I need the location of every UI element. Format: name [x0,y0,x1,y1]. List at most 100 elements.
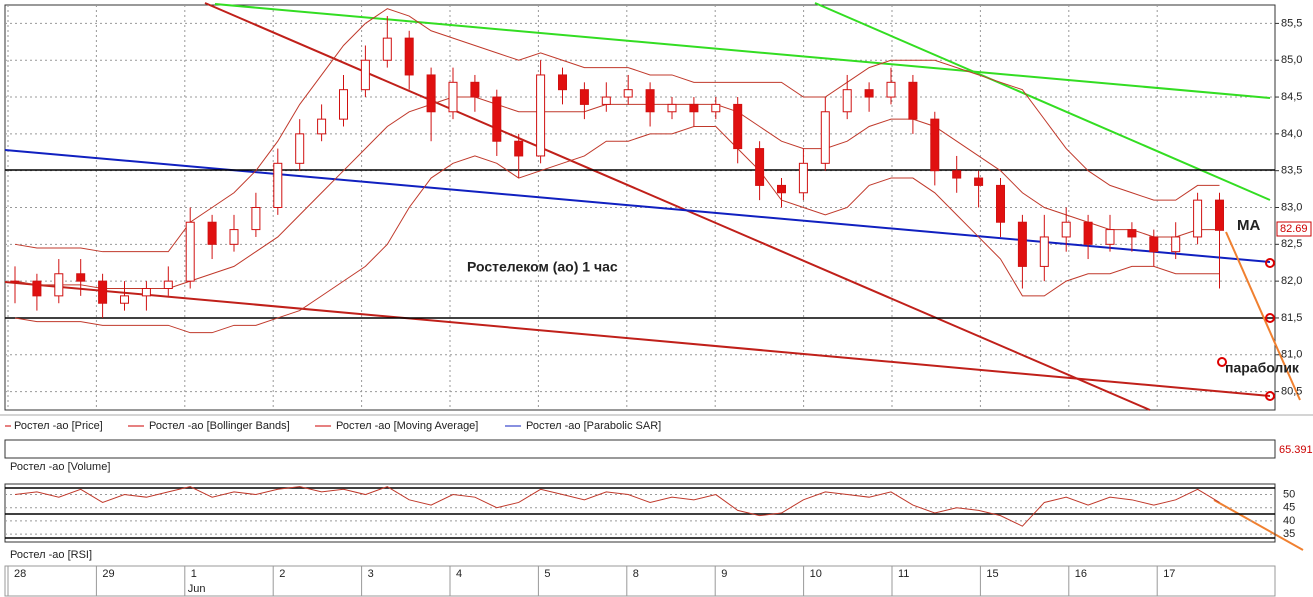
y-tick-label: 83,0 [1281,201,1302,213]
x-tick-label: 16 [1075,568,1087,580]
candle-body [295,133,305,164]
x-tick-label: 3 [368,568,374,580]
candle-body [536,74,546,157]
price-box [1276,221,1312,237]
candle-body [141,288,151,297]
candle-body [601,96,611,105]
y-tick-label: 85,5 [1281,17,1302,29]
candle-body [886,81,896,98]
x-tick-label: 2 [279,568,285,580]
rsi-tick-label: 40 [1283,515,1295,527]
volume-panel [4,439,1276,459]
rsi-panel [4,483,1276,543]
candle-body [492,96,502,142]
y-tick-label: 80,5 [1281,385,1302,397]
candle-body [864,89,874,98]
candle-body [930,118,940,172]
y-tick-label: 82,0 [1281,275,1302,287]
candle-body [1039,236,1049,267]
indicator-line [14,96,1220,289]
trend-line [214,3,1271,99]
rsi-tick-label: 35 [1283,528,1295,540]
candle-body [689,103,699,113]
candle-body [76,273,86,282]
candle-body [711,103,721,113]
candle-body [1215,199,1224,231]
y-tick-label: 83,5 [1281,165,1302,177]
legend-label: Ростел -ао [Bollinger Bands] [149,420,290,432]
trend-line [4,281,1271,397]
last-price: 82.69 [1280,223,1308,235]
annotation: параболик [1225,360,1300,376]
candle-body [733,103,743,150]
x-tick-label: 5 [544,568,550,580]
candle-body [251,207,261,231]
candle-body [1127,229,1137,238]
month-label: Jun [188,583,206,595]
x-tick-label: 9 [721,568,727,580]
candle-body [317,118,327,135]
legend-label: Ростел -ао [Moving Average] [336,420,478,432]
candle-body [339,89,348,120]
candle-body [1061,221,1071,238]
candle-body [185,221,195,282]
annotation: MA [1237,217,1260,234]
y-tick-label: 84,0 [1281,128,1302,140]
trend-line [814,2,1271,201]
indicator-line [14,126,1220,334]
candle-body [54,273,64,297]
legend-label: Ростел -ао [Parabolic SAR] [526,420,661,432]
x-tick-label: 11 [898,568,909,580]
trend-line [4,149,1271,263]
y-tick-label: 85,0 [1281,54,1302,66]
candle-body [1193,199,1203,238]
forecast-arrow [1213,499,1304,551]
candle-body [1083,221,1093,245]
x-tick-label: 1 [191,568,197,580]
date-axis [4,565,1276,597]
candle-body [974,177,984,186]
candle-body [777,184,786,194]
volume-value: 65.391 [1279,444,1313,456]
x-tick-label: 10 [810,568,822,580]
candle-body [1171,236,1181,253]
panel-title: Ростел -ао [RSI] [10,549,92,561]
candle-body [229,229,239,245]
candle-body [426,74,436,113]
candle-body [623,89,633,98]
legend-label: Ростел -ао [Price] [14,420,103,432]
candle-body [755,148,765,186]
rsi-tick-label: 45 [1283,502,1295,514]
candle-body [579,89,589,105]
x-tick-label: 28 [14,568,26,580]
candle-body [908,81,918,120]
marker [1265,258,1275,268]
title: Ростелеком (ао) 1 час [467,259,618,275]
candle-body [645,89,655,113]
candle-body [163,280,173,289]
candle-body [470,81,480,98]
candle-body [448,81,458,113]
forecast-arrow [1225,231,1301,401]
candle-body [120,295,129,304]
candle-body [98,280,108,304]
y-tick-label: 81,5 [1281,312,1302,324]
x-tick-label: 29 [102,568,114,580]
candle-body [1149,236,1159,253]
candle-body [10,280,20,283]
candle-body [820,111,830,164]
x-tick-label: 17 [1163,568,1175,580]
rsi-line [14,486,1220,527]
y-tick-label: 81,0 [1281,349,1302,361]
candle-body [952,170,962,179]
candle-body [404,37,414,76]
candle-body [514,140,524,157]
candle-body [32,280,42,297]
y-tick-label: 82,5 [1281,238,1302,250]
marker [1265,391,1275,401]
candle-body [667,103,677,113]
candle-body [842,89,852,113]
marker [1217,357,1227,367]
